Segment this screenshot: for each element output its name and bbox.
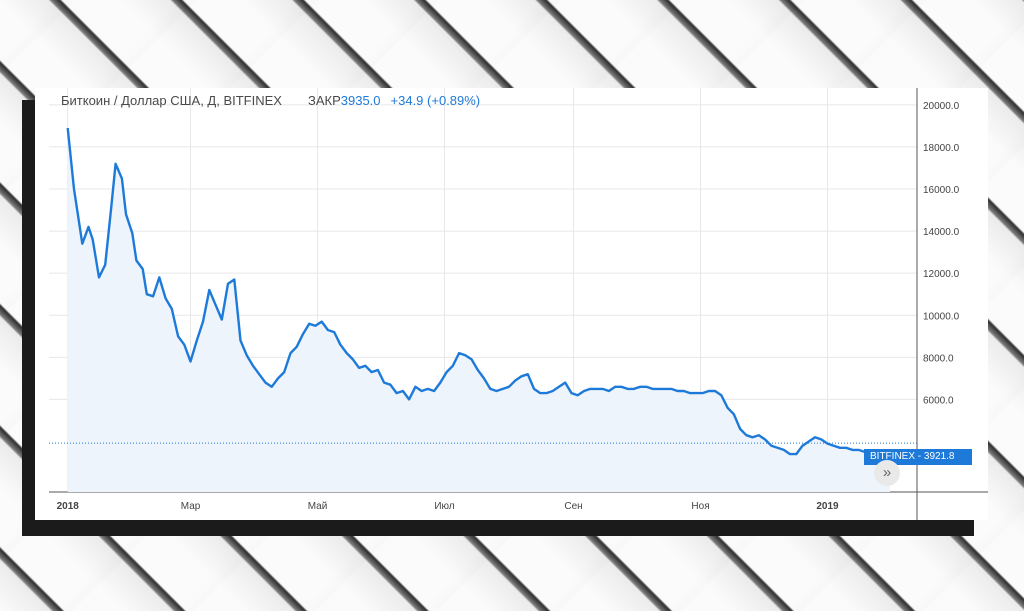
chart-panel[interactable]: 6000.0 8000.0 10000.0 12000.0 14000.0 16000.0… xyxy=(35,88,988,520)
x-tick-label: Сен xyxy=(564,501,582,512)
y-tick-label: 12000.0 xyxy=(923,269,960,280)
y-tick-label: 18000.0 xyxy=(923,143,960,154)
price-area-fill xyxy=(67,128,890,492)
y-tick-label: 10000.0 xyxy=(923,311,960,322)
x-tick-label: Мар xyxy=(181,501,201,512)
symbol-title: Биткоин / Доллар США, Д, BITFINEX xyxy=(61,93,282,108)
scroll-to-latest-button[interactable]: » xyxy=(874,460,900,486)
price-change: +34.9 (+0.89%) xyxy=(390,93,481,108)
x-tick-label: 2018 xyxy=(57,501,80,512)
x-tick-label: 2019 xyxy=(816,501,839,512)
y-tick-label: 14000.0 xyxy=(923,227,960,238)
y-tick-label: 16000.0 xyxy=(923,185,960,196)
x-tick-label: Ноя xyxy=(691,501,709,512)
x-tick-label: Май xyxy=(308,501,328,512)
chart-title-bar: Биткоин / Доллар США, Д, BITFINEX ЗАКР393… xyxy=(61,93,480,111)
y-tick-label: 6000.0 xyxy=(923,395,954,406)
price-line-series xyxy=(66,127,890,456)
double-chevron-right-icon: » xyxy=(882,464,892,481)
y-tick-label: 8000.0 xyxy=(923,353,954,364)
price-tag-value: 3921.8 xyxy=(923,451,955,462)
close-value: 3935.0 xyxy=(340,93,381,108)
price-chart[interactable]: 6000.0 8000.0 10000.0 12000.0 14000.0 16000.0… xyxy=(35,88,988,520)
y-tick-label: 20000.0 xyxy=(923,101,960,112)
price-tag-exchange: BITFINEX xyxy=(870,451,916,462)
close-label: ЗАКР xyxy=(307,93,341,108)
x-tick-label: Июл xyxy=(434,501,454,512)
price-tag-separator: - xyxy=(917,451,924,462)
